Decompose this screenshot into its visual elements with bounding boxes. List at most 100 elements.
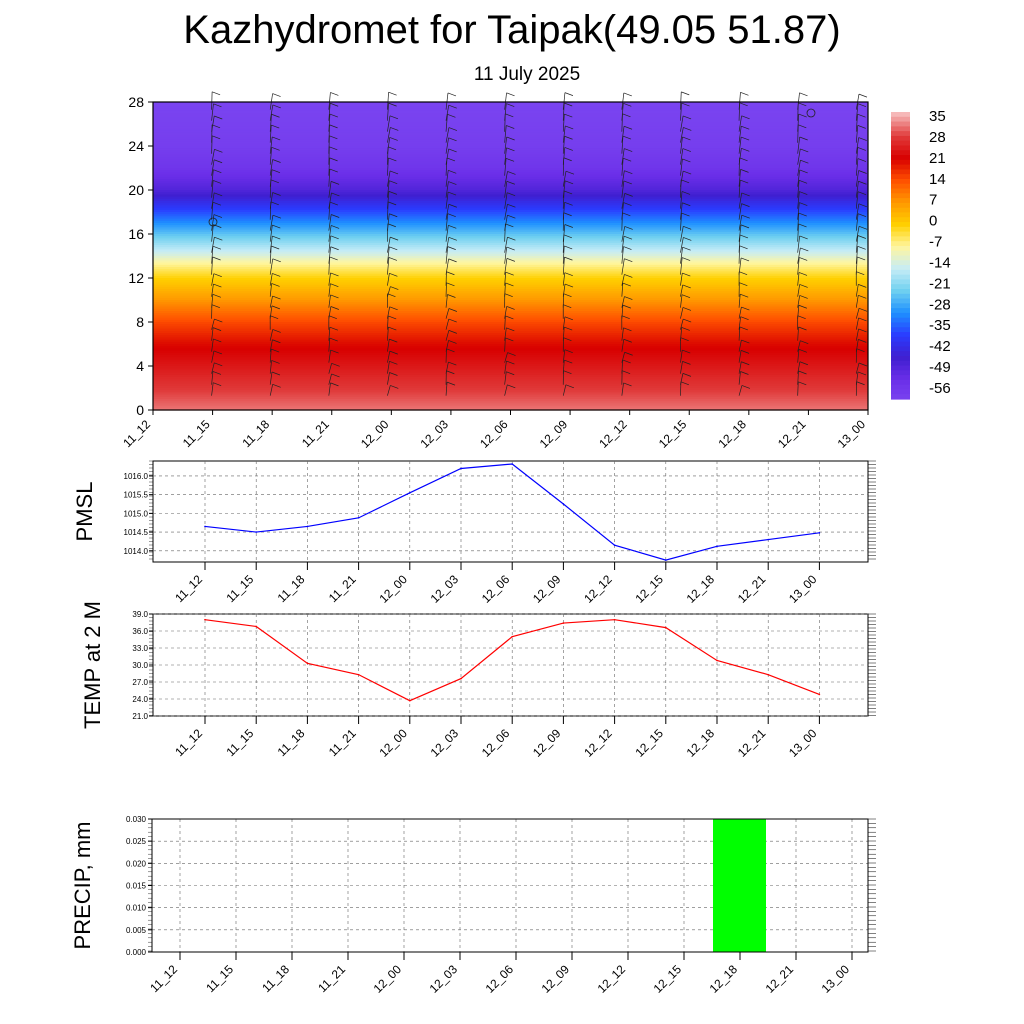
wind-barb — [564, 272, 573, 276]
heatmap-band — [153, 289, 868, 292]
wind-barb — [738, 271, 748, 276]
wind-barb — [855, 158, 859, 176]
wind-barb — [506, 136, 515, 141]
wind-barb — [621, 158, 624, 176]
wind-barb — [211, 237, 215, 253]
colorbar-label: 28 — [929, 129, 946, 146]
wind-barb — [798, 102, 807, 107]
heatmap-band — [153, 124, 868, 127]
wind-barb — [329, 157, 338, 162]
heatmap-band — [153, 359, 868, 363]
y-tick-label: 1015.5 — [124, 491, 149, 500]
wind-barb — [797, 272, 800, 286]
wind-barb — [387, 372, 390, 385]
colorbar-swatch — [891, 145, 910, 151]
wind-barb — [797, 180, 800, 198]
wind-barb — [562, 349, 566, 363]
pmsl-point — [767, 538, 769, 541]
wind-barb — [680, 226, 684, 242]
heatmap-band — [153, 231, 868, 235]
wind-barb — [855, 125, 859, 143]
wind-barb — [445, 308, 450, 319]
wind-barb — [504, 125, 507, 143]
wind-barb — [797, 213, 800, 231]
wind-barb — [328, 283, 331, 297]
y-tick-label: 0.005 — [126, 926, 147, 935]
wind-barb — [739, 245, 748, 250]
wind-barb — [504, 371, 507, 385]
wind-barb — [272, 339, 281, 344]
heatmap-band — [153, 115, 868, 118]
wind-barb — [211, 362, 215, 374]
colorbar-swatch — [891, 322, 910, 328]
wind-barb — [328, 92, 331, 110]
wind-barb — [799, 202, 808, 206]
wind-barb — [269, 169, 273, 187]
wind-barb — [211, 159, 215, 176]
heatmap-band — [153, 381, 868, 385]
x-tick-label: 12_15 — [656, 417, 690, 451]
wind-barb — [622, 359, 631, 364]
wind-barb — [562, 257, 565, 275]
x-tick-label: 11_21 — [326, 726, 359, 759]
wind-barb — [506, 306, 515, 310]
wind-barb — [798, 349, 808, 353]
colorbar-swatch — [891, 212, 910, 218]
wind-barb — [211, 283, 214, 297]
wind-barb — [272, 258, 281, 263]
wind-barb — [212, 256, 221, 261]
wind-barb — [330, 272, 339, 277]
wind-barb — [446, 157, 456, 162]
wind-barb — [445, 114, 448, 132]
wind-barb — [330, 235, 339, 240]
wind-barb — [680, 115, 684, 132]
wind-barb — [447, 294, 456, 298]
x-tick-label: 11_12 — [172, 726, 205, 759]
wind-barb — [211, 273, 215, 286]
wind-barb — [858, 362, 868, 367]
wind-barb — [741, 203, 750, 207]
wind-barb — [211, 246, 214, 264]
wind-barb — [504, 306, 508, 319]
heatmap-band — [153, 110, 868, 114]
heatmap-band — [153, 399, 868, 402]
wind-barb — [563, 337, 572, 342]
wind-barb — [507, 171, 516, 175]
wind-barb — [681, 91, 690, 96]
colorbar-swatch — [891, 284, 910, 290]
wind-barb — [738, 148, 742, 165]
heatmap-band — [153, 126, 868, 129]
colorbar-swatch — [891, 351, 910, 357]
wind-barb — [389, 213, 398, 218]
heatmap-band — [153, 300, 868, 303]
wind-barb — [623, 92, 632, 97]
wind-barb — [798, 223, 807, 228]
heatmap-band — [153, 280, 868, 283]
wind-barb — [387, 191, 390, 209]
temp-point — [204, 618, 206, 621]
wind-barb — [682, 307, 692, 311]
precip-frame — [151, 818, 869, 953]
colorbar-label: -35 — [929, 317, 951, 334]
wind-barb — [272, 136, 281, 141]
wind-barb — [272, 159, 281, 163]
heatmap-band — [153, 322, 868, 325]
colorbar-swatch — [891, 327, 910, 333]
wind-barb — [270, 201, 279, 206]
wind-barb — [797, 202, 800, 220]
colorbar-swatch — [891, 112, 910, 118]
wind-barb — [445, 258, 449, 275]
wind-barb — [680, 327, 683, 341]
wind-barb — [211, 214, 215, 231]
wind-barb — [331, 192, 340, 197]
heatmap-band — [153, 132, 868, 136]
wind-barb — [800, 340, 809, 345]
wind-barb — [798, 124, 807, 129]
wind-barb — [213, 103, 222, 108]
wind-barb — [857, 245, 866, 250]
wind-barb — [563, 212, 572, 217]
wind-barb — [621, 359, 624, 374]
wind-barb — [564, 113, 573, 118]
wind-barb — [389, 372, 398, 376]
wind-barb — [389, 170, 399, 175]
